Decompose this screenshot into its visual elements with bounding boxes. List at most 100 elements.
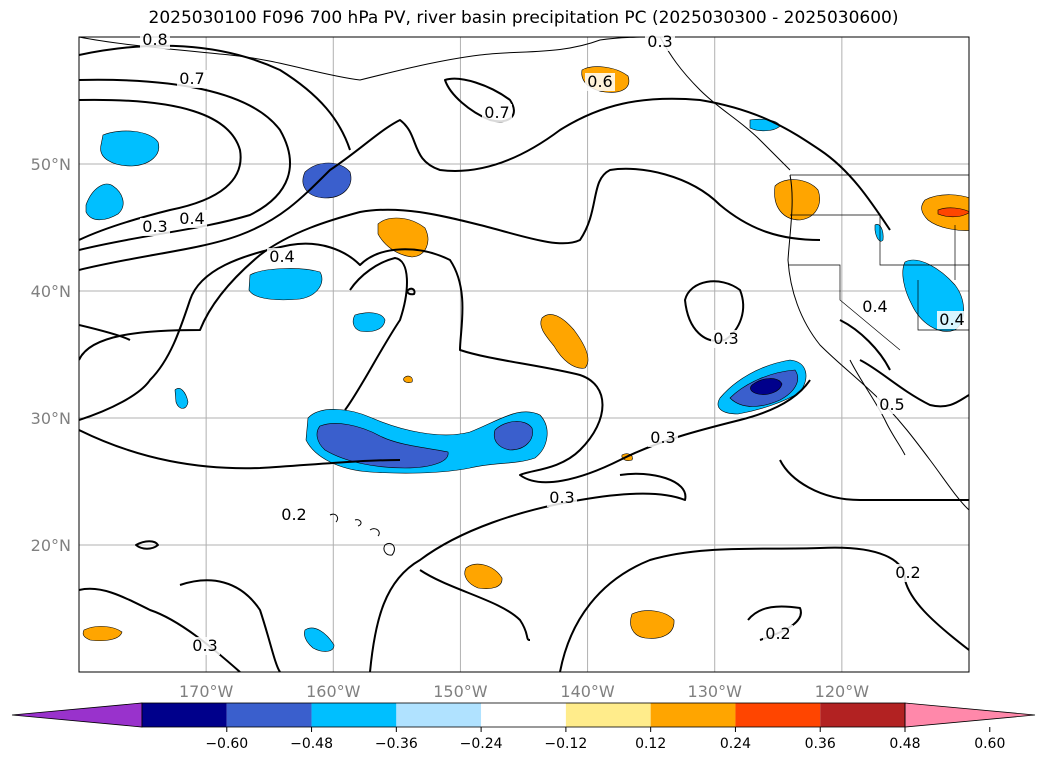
pv-contour-label: 0.3: [192, 636, 217, 655]
pv-contour-label: 0.4: [862, 297, 887, 316]
lat-tick-label: 50°N: [31, 155, 71, 174]
contour-label-background: [648, 429, 678, 447]
colorbar-bin: [481, 703, 566, 727]
pv-contour-label: 0.3: [549, 488, 574, 507]
lat-tick-label: 40°N: [31, 282, 71, 301]
lon-tick-label: 140°W: [560, 682, 615, 701]
pv-contour-label: 0.2: [895, 563, 920, 582]
pv-contour-line: [559, 546, 969, 672]
contour-label-background: [482, 104, 512, 122]
pv-contour-line: [79, 324, 131, 341]
precip-anomalies: [82, 66, 969, 652]
colorbar-bin: [820, 703, 905, 727]
pv-contour-line: [344, 257, 408, 411]
state-border: [917, 280, 969, 331]
state-border: [788, 264, 901, 351]
pv-contour-label: 0.3: [647, 32, 672, 51]
colorbar-bin: [650, 703, 736, 727]
contour-label-background: [877, 396, 907, 414]
contour-label-background: [267, 248, 297, 266]
pv-contour-label: 0.3: [713, 329, 738, 348]
lon-tick-label: 160°W: [306, 682, 361, 701]
contour-label-background: [140, 31, 170, 49]
colorbar-tick-label: −0.12: [544, 736, 587, 752]
colorbar-tick-label: −0.36: [375, 736, 418, 752]
contour-label-background: [177, 70, 207, 88]
precip-positive-blob: [82, 626, 123, 642]
pv-contour-line: [779, 459, 969, 502]
pv-contour-line: [419, 569, 531, 641]
contour-label-background: [860, 298, 890, 316]
lat-tick-label: 20°N: [31, 536, 71, 555]
pv-contour-label: 0.3: [142, 217, 167, 236]
pv-contour-line: [79, 242, 811, 484]
precip-positive-blob: [774, 179, 820, 221]
colorbar-tick-label: 0.60: [974, 736, 1005, 752]
lat-tick-label: 30°N: [31, 409, 71, 428]
precip-negative-blob: [750, 378, 783, 395]
pv-contour-label: 0.4: [939, 310, 964, 329]
colorbar-bin: [565, 703, 651, 727]
precip-positive-blob: [377, 217, 429, 258]
precip-negative-blob: [493, 421, 533, 451]
pv-contour-line: [79, 98, 242, 241]
precip-negative-blob: [100, 130, 160, 167]
precip-positive-blob: [937, 207, 969, 218]
pv-contour-label: 0.7: [179, 69, 204, 88]
contour-label-background: [279, 506, 309, 524]
precip-positive-blob: [540, 314, 589, 369]
pv-contour-line: [79, 429, 401, 470]
pv-contour-line: [839, 319, 891, 371]
precip-negative-blob: [316, 423, 449, 469]
colorbar-tick-label: −0.24: [460, 736, 503, 752]
hawaii-islands: [329, 513, 395, 556]
colorbar-extend-high: [904, 702, 1036, 728]
lon-tick-label: 150°W: [433, 682, 488, 701]
pv-contour-labels: 0.8 0.7 0.7 0.6 0.4 0.4 0.3 0.4 0.3 0.3 0.3 0.2 0.3 0…: [140, 30, 967, 655]
colorbar-bin: [311, 703, 397, 727]
precip-negative-blob: [874, 224, 884, 242]
coastlines: [79, 37, 969, 556]
coastline-alaska: [79, 37, 791, 171]
pv-contour-label: 0.3: [650, 428, 675, 447]
pv-contour-line: [406, 287, 416, 296]
contour-label-background: [645, 33, 675, 51]
coastline-west-coast: [787, 174, 969, 511]
pv-contour-label: 0.6: [587, 72, 612, 91]
contour-label-background: [937, 311, 967, 329]
pv-contour-line: [684, 280, 745, 342]
precip-positive-blob: [630, 610, 675, 639]
lon-tick-label: 170°W: [179, 682, 234, 701]
pv-contour-line: [79, 167, 821, 361]
longitude-tick-labels: 170°W 160°W 150°W 140°W 130°W 120°W: [179, 682, 869, 701]
map-title: 2025030100 F096 700 hPa PV, river basin …: [148, 8, 899, 28]
lon-tick-label: 130°W: [688, 682, 743, 701]
colorbar-tick-label: 0.48: [889, 736, 920, 752]
colorbar-bin: [142, 703, 227, 727]
coastline-baja: [849, 359, 906, 456]
pv-contour-label: 0.4: [269, 247, 294, 266]
state-border: [790, 214, 969, 266]
precip-negative-blob: [302, 162, 352, 199]
map-frame: [78, 36, 970, 673]
pv-contour-label: 0.4: [179, 209, 204, 228]
pv-contour-label: 0.2: [765, 624, 790, 643]
precip-negative-blob: [248, 268, 323, 301]
colorbar-tick-label: 0.36: [805, 736, 836, 752]
pv-contour-line: [444, 77, 515, 123]
map-background: [79, 37, 969, 672]
pv-contour-label: 0.2: [281, 505, 306, 524]
pv-contour-label: 0.8: [142, 30, 167, 49]
pv-contour-line: [859, 359, 969, 408]
colorbar-tick-label: −0.60: [205, 736, 248, 752]
contour-label-background: [711, 330, 741, 348]
contour-label-background: [763, 625, 793, 643]
precip-negative-blob: [174, 388, 189, 409]
latitude-tick-labels: 20°N 30°N 40°N 50°N: [31, 155, 71, 555]
colorbar-tick-label: 0.24: [720, 736, 751, 752]
lon-tick-label: 120°W: [815, 682, 870, 701]
colorbar-bin: [735, 703, 821, 727]
contour-label-background: [585, 73, 615, 91]
colorbar-tick-label: 0.12: [635, 736, 666, 752]
